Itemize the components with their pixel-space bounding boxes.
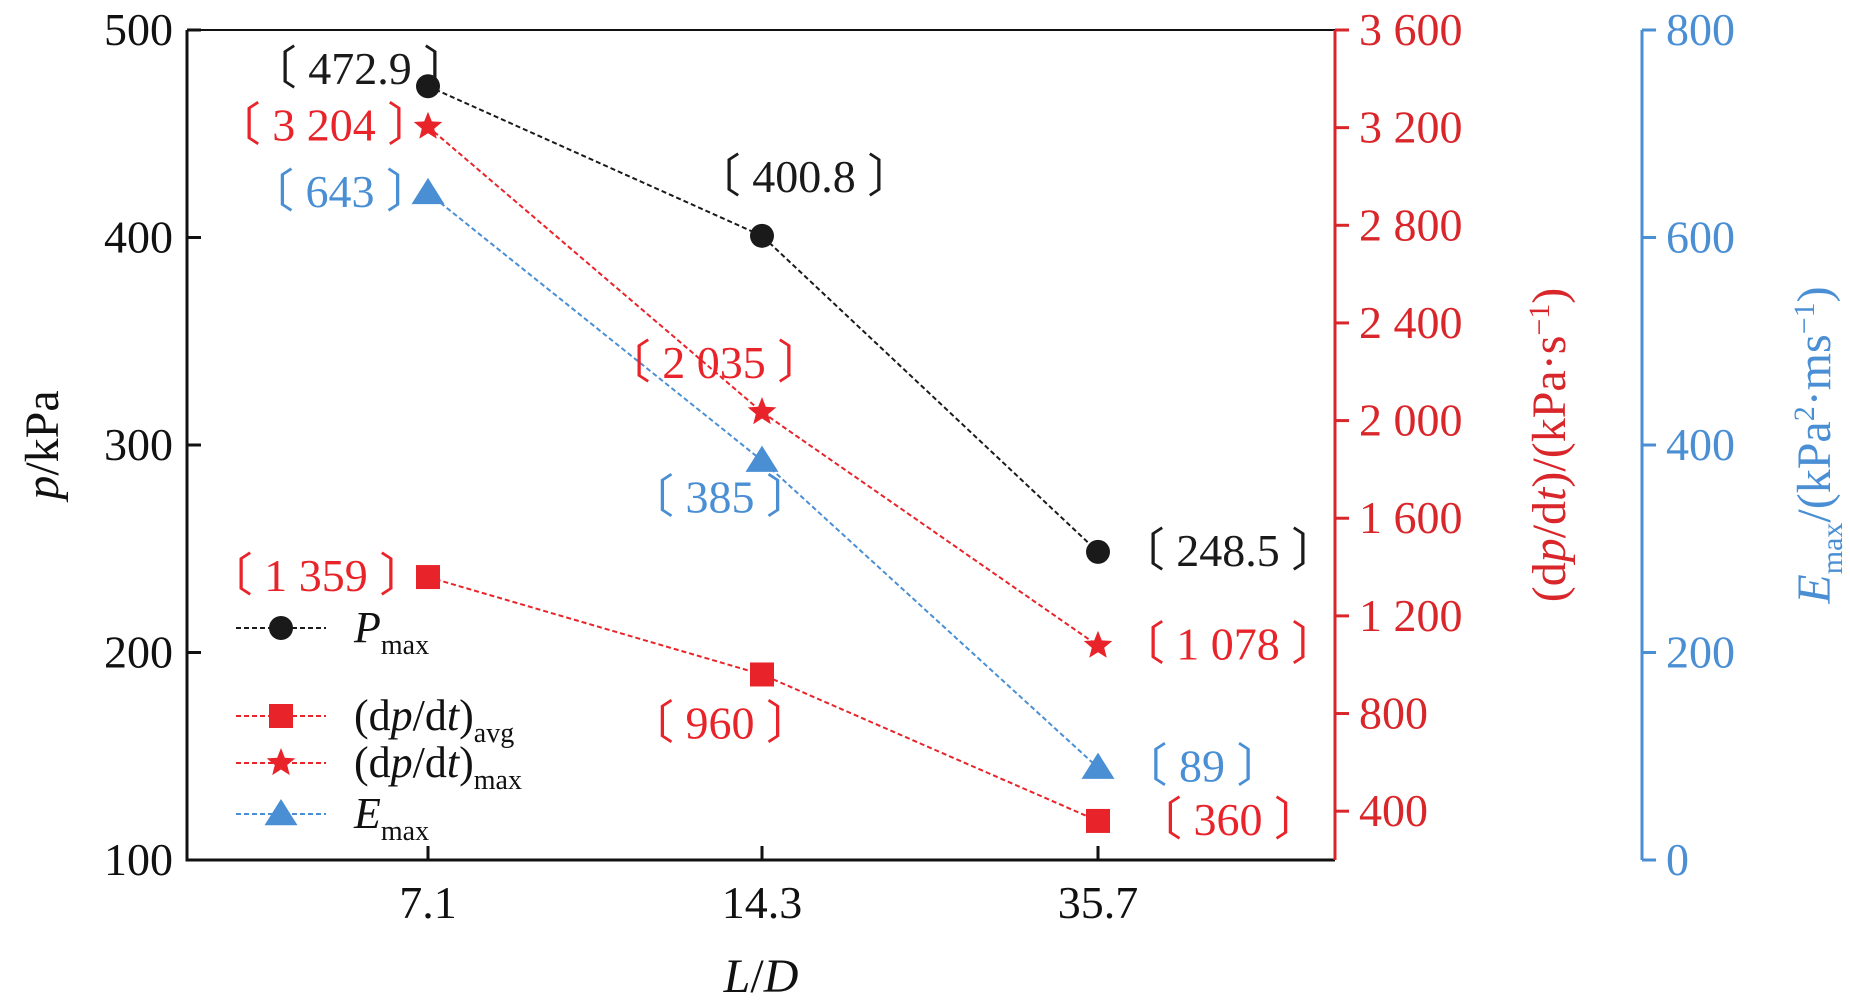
- data-point-square: [750, 662, 774, 687]
- legend-marker-circle: [269, 616, 293, 640]
- legend-item: (dp/dt)avg: [236, 691, 514, 749]
- x-axis-title: L/D: [723, 950, 799, 1003]
- series-markers: [411, 74, 1115, 833]
- red-tick-label: 800: [1359, 688, 1428, 739]
- legend-marker-star: [266, 748, 296, 776]
- red-tick-label: 2 000: [1359, 395, 1463, 446]
- legend-item: Emax: [236, 789, 429, 847]
- red-axis-title: (dp/dt)/(kPa·s−1): [1523, 288, 1576, 603]
- left-tick-label: 200: [104, 627, 173, 678]
- data-label: 〔 385 〕: [628, 472, 812, 523]
- left-tick-label: 400: [104, 212, 173, 263]
- legend-marker-square: [269, 704, 293, 728]
- x-tick-label: 7.1: [399, 877, 457, 928]
- data-point-triangle: [411, 177, 445, 205]
- left-tick-label: 500: [104, 4, 173, 55]
- blue-tick-label: 200: [1666, 627, 1735, 678]
- red-tick-label: 2 800: [1359, 199, 1463, 250]
- data-label: 〔 643 〕: [248, 166, 432, 217]
- legend-item: Pmax: [236, 603, 429, 661]
- red-tick-label: 2 400: [1359, 297, 1463, 348]
- left-axis-title: p/kPa: [16, 390, 69, 502]
- left-tick-label: 100: [104, 834, 173, 885]
- blue-tick-label: 0: [1666, 834, 1689, 885]
- blue-tick-label: 800: [1666, 4, 1735, 55]
- data-label: 〔 472.9 〕: [251, 43, 470, 94]
- red-tick-label: 3 600: [1359, 4, 1463, 55]
- axes: 100 200 300 400 500 400 800 1 200 1 600 2 000 2 40…: [16, 4, 1849, 1003]
- legend-label: (dp/dt)avg: [354, 691, 514, 749]
- blue-tick-label: 600: [1666, 212, 1735, 263]
- series-line: [427, 125, 1099, 647]
- blue-tick-label: 400: [1666, 419, 1735, 470]
- data-point-star: [747, 397, 777, 425]
- data-label: 〔 3 204 〕: [215, 100, 434, 151]
- legend-label: (dp/dt)max: [354, 738, 522, 796]
- data-point-star: [1083, 630, 1113, 658]
- data-point-triangle: [745, 445, 779, 472]
- legend-label: Emax: [353, 789, 429, 847]
- data-point-star: [413, 111, 443, 139]
- data-point-square: [1086, 808, 1110, 833]
- red-tick-label: 3 200: [1359, 102, 1463, 153]
- blue-axis-title: Emax/(kPa2·ms−1): [1788, 286, 1849, 604]
- data-label: 〔 360 〕: [1136, 794, 1320, 845]
- data-label: 〔 89 〕: [1122, 741, 1283, 792]
- data-label: 〔 960 〕: [628, 697, 812, 748]
- legend-label: Pmax: [353, 603, 429, 661]
- red-tick-label: 400: [1359, 785, 1428, 836]
- data-label: 〔 1 359 〕: [207, 550, 426, 601]
- data-point-triangle: [1081, 752, 1115, 779]
- series-line: [427, 85, 1099, 553]
- data-label: 〔 400.8 〕: [695, 151, 914, 202]
- data-point-circle: [1086, 539, 1110, 564]
- data-label: 〔 1 078 〕: [1119, 619, 1338, 670]
- data-point-circle: [750, 223, 774, 248]
- data-point-square: [416, 565, 440, 590]
- legend-item: (dp/dt)max: [236, 738, 522, 796]
- data-label: 〔 2 035 〕: [605, 337, 824, 388]
- data-label: 〔 248.5 〕: [1119, 525, 1338, 576]
- data-point-circle: [416, 74, 440, 99]
- x-tick-label: 35.7: [1058, 877, 1139, 928]
- red-tick-label: 1 600: [1359, 492, 1463, 543]
- red-tick-label: 1 200: [1359, 590, 1463, 641]
- data-labels: 〔 472.9 〕〔 400.8 〕〔 248.5 〕 〔 1 359 〕〔 96…: [207, 43, 1338, 845]
- legend-marker-triangle: [264, 799, 298, 826]
- x-tick-label: 14.3: [722, 877, 803, 928]
- left-tick-label: 300: [104, 419, 173, 470]
